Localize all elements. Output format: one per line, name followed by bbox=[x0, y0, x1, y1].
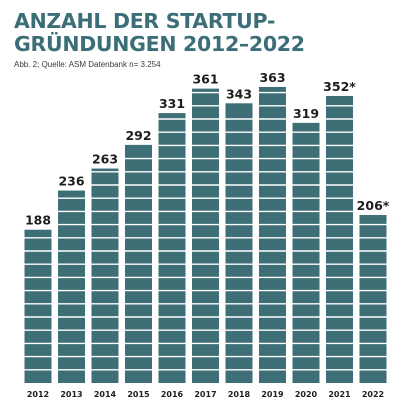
data-label-2016: 331 bbox=[159, 96, 185, 111]
x-tick-label-2022: 2022 bbox=[362, 390, 384, 399]
bar-2019 bbox=[259, 87, 286, 383]
data-label-2017: 361 bbox=[192, 72, 218, 87]
bar-2014 bbox=[91, 168, 119, 383]
chart-title-line-1: ANZAHL DER STARTUP- bbox=[14, 9, 276, 33]
chart-title: ANZAHL DER STARTUP- GRÜNDUNGEN 2012–2022 bbox=[14, 10, 394, 56]
data-label-2021: 352* bbox=[323, 79, 356, 94]
bar-2017 bbox=[192, 88, 219, 383]
bar-2020 bbox=[292, 122, 320, 383]
x-tick-label-2018: 2018 bbox=[228, 390, 251, 399]
bar-2013 bbox=[58, 190, 85, 383]
chart-source-note: Abb. 2; Quelle: ASM Datenbank n= 3.254 bbox=[14, 60, 161, 69]
data-label-2020: 319 bbox=[293, 106, 319, 121]
bar-2018 bbox=[225, 103, 253, 384]
data-label-2019: 363 bbox=[259, 70, 285, 85]
x-tick-label-2015: 2015 bbox=[127, 390, 150, 399]
data-label-2015: 292 bbox=[125, 128, 151, 143]
x-tick-label-2021: 2021 bbox=[328, 390, 351, 399]
data-label-2022: 206* bbox=[357, 198, 390, 213]
data-label-2018: 343 bbox=[226, 86, 252, 101]
bar-2012 bbox=[24, 229, 52, 383]
chart-title-line-2: GRÜNDUNGEN 2012–2022 bbox=[14, 32, 305, 56]
x-tick-label-2017: 2017 bbox=[194, 390, 216, 399]
x-tick-label-2019: 2019 bbox=[261, 390, 284, 399]
x-tick-label-2014: 2014 bbox=[94, 390, 117, 399]
bar-2021 bbox=[326, 95, 353, 383]
bar-2022 bbox=[359, 215, 387, 383]
data-label-2012: 188 bbox=[25, 213, 51, 228]
x-tick-label-2012: 2012 bbox=[27, 390, 49, 399]
x-tick-label-2020: 2020 bbox=[295, 390, 318, 399]
x-tick-label-2016: 2016 bbox=[161, 390, 184, 399]
data-label-2013: 236 bbox=[58, 174, 84, 189]
data-label-2014: 263 bbox=[92, 152, 118, 167]
x-tick-label-2013: 2013 bbox=[60, 390, 82, 399]
bar-2016 bbox=[158, 113, 186, 384]
